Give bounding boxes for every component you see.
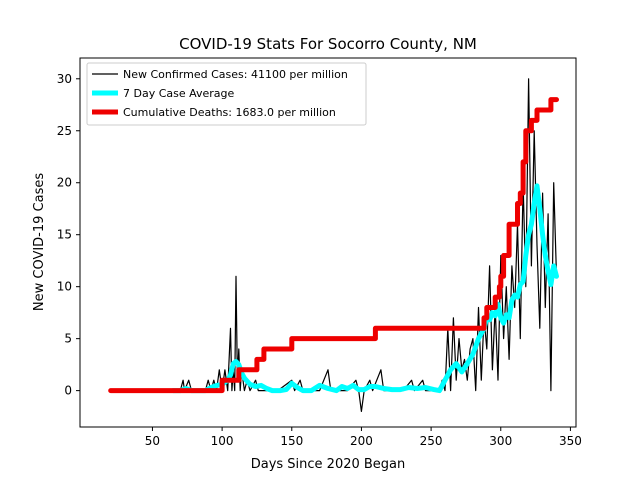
y-tick-label: 30 bbox=[57, 72, 72, 86]
y-tick-label: 25 bbox=[57, 124, 72, 138]
x-tick-label: 200 bbox=[350, 434, 373, 448]
x-tick-label: 100 bbox=[211, 434, 234, 448]
legend-label-7-day-average: 7 Day Case Average bbox=[123, 87, 235, 100]
x-tick-label: 150 bbox=[280, 434, 303, 448]
plot-frame bbox=[79, 57, 577, 428]
y-tick-label: 0 bbox=[64, 384, 72, 398]
x-axis: 50 100 150 200 250 300 350 bbox=[145, 427, 582, 448]
x-tick-label: 300 bbox=[489, 434, 512, 448]
legend-box bbox=[86, 62, 367, 126]
x-tick-label: 350 bbox=[559, 434, 582, 448]
x-tick-label: 250 bbox=[420, 434, 443, 448]
legend-label-cumulative-deaths: Cumulative Deaths: 1683.0 per million bbox=[123, 106, 336, 119]
y-tick-label: 20 bbox=[57, 176, 72, 190]
y-tick-label: 10 bbox=[57, 280, 72, 294]
x-axis-label: Days Since 2020 Began bbox=[251, 457, 406, 472]
chart-title: COVID-19 Stats For Socorro County, NM bbox=[179, 35, 477, 53]
legend-label-new-cases: New Confirmed Cases: 41100 per million bbox=[123, 68, 348, 81]
series-line-new-cases bbox=[179, 78, 558, 412]
y-axis: 0 5 10 15 20 25 30 bbox=[57, 72, 80, 398]
x-tick-label: 50 bbox=[145, 434, 160, 448]
y-tick-label: 5 bbox=[64, 332, 72, 346]
series-line-cumulative-deaths bbox=[108, 97, 559, 394]
y-axis-label: New COVID-19 Cases bbox=[32, 173, 47, 311]
legend: New Confirmed Cases: 41100 per million 7… bbox=[86, 62, 367, 126]
y-tick-label: 15 bbox=[57, 228, 72, 242]
plot-lines bbox=[108, 78, 559, 412]
